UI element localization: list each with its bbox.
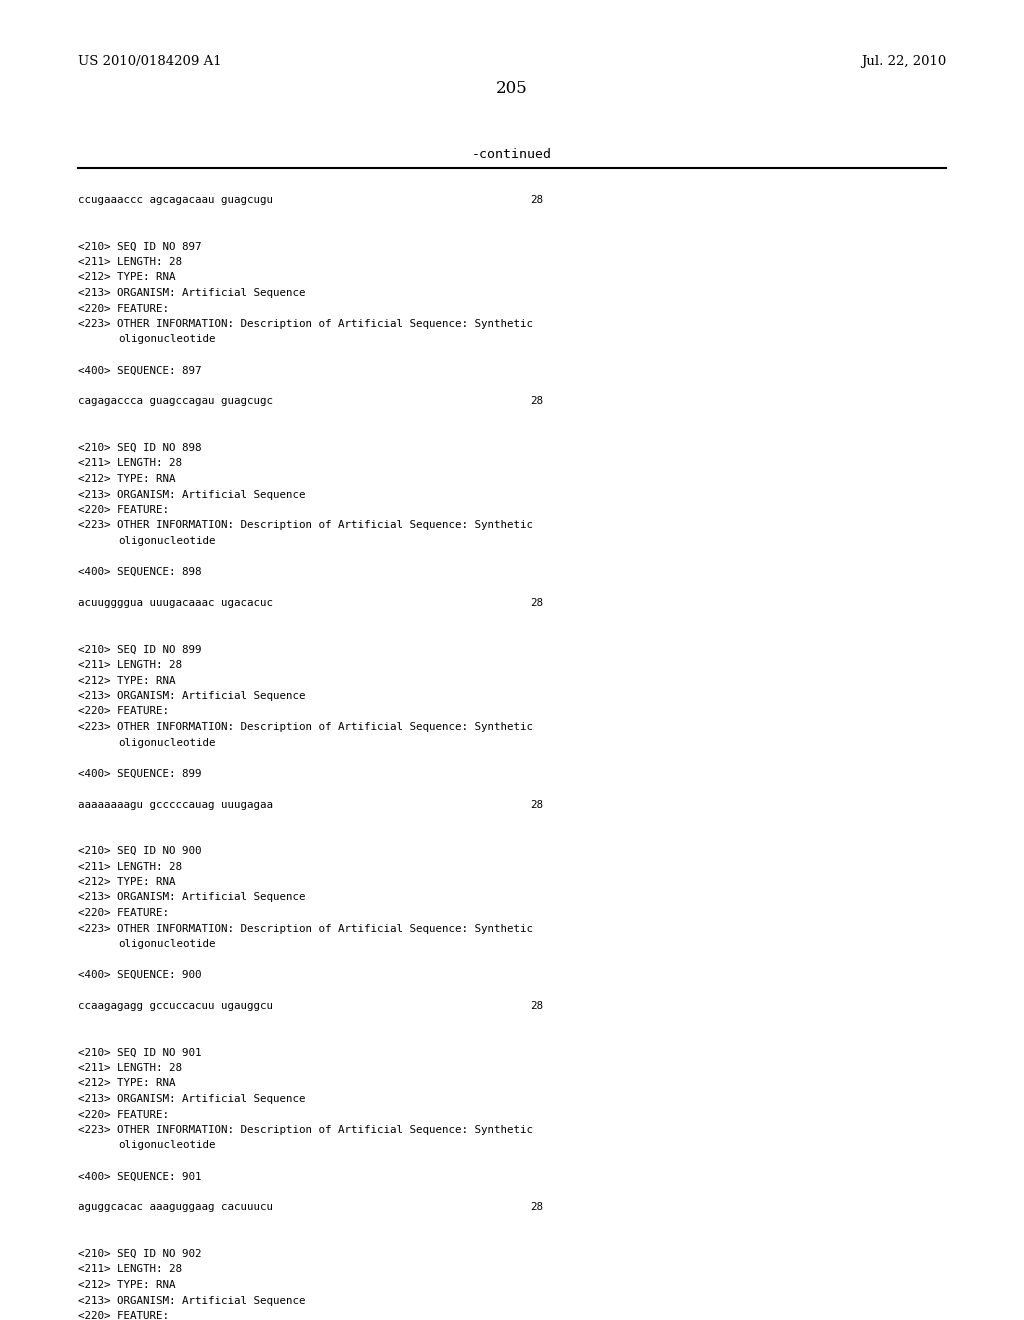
Text: <213> ORGANISM: Artificial Sequence: <213> ORGANISM: Artificial Sequence xyxy=(78,892,305,903)
Text: <223> OTHER INFORMATION: Description of Artificial Sequence: Synthetic: <223> OTHER INFORMATION: Description of … xyxy=(78,520,534,531)
Text: <212> TYPE: RNA: <212> TYPE: RNA xyxy=(78,676,175,685)
Text: acuuggggua uuugacaaac ugacacuc: acuuggggua uuugacaaac ugacacuc xyxy=(78,598,273,609)
Text: <211> LENGTH: 28: <211> LENGTH: 28 xyxy=(78,257,182,267)
Text: -continued: -continued xyxy=(472,148,552,161)
Text: 28: 28 xyxy=(530,598,543,609)
Text: <211> LENGTH: 28: <211> LENGTH: 28 xyxy=(78,1265,182,1275)
Text: <210> SEQ ID NO 902: <210> SEQ ID NO 902 xyxy=(78,1249,202,1259)
Text: oligonucleotide: oligonucleotide xyxy=(118,738,215,747)
Text: cagagaccca guagccagau guagcugc: cagagaccca guagccagau guagcugc xyxy=(78,396,273,407)
Text: <213> ORGANISM: Artificial Sequence: <213> ORGANISM: Artificial Sequence xyxy=(78,490,305,499)
Text: oligonucleotide: oligonucleotide xyxy=(118,536,215,546)
Text: aguggcacac aaaguggaag cacuuucu: aguggcacac aaaguggaag cacuuucu xyxy=(78,1203,273,1213)
Text: 28: 28 xyxy=(530,396,543,407)
Text: Jul. 22, 2010: Jul. 22, 2010 xyxy=(861,55,946,69)
Text: <211> LENGTH: 28: <211> LENGTH: 28 xyxy=(78,660,182,671)
Text: ccaagagagg gccuccacuu ugauggcu: ccaagagagg gccuccacuu ugauggcu xyxy=(78,1001,273,1011)
Text: <220> FEATURE:: <220> FEATURE: xyxy=(78,706,169,717)
Text: <213> ORGANISM: Artificial Sequence: <213> ORGANISM: Artificial Sequence xyxy=(78,690,305,701)
Text: US 2010/0184209 A1: US 2010/0184209 A1 xyxy=(78,55,221,69)
Text: <211> LENGTH: 28: <211> LENGTH: 28 xyxy=(78,1063,182,1073)
Text: 28: 28 xyxy=(530,800,543,809)
Text: <223> OTHER INFORMATION: Description of Artificial Sequence: Synthetic: <223> OTHER INFORMATION: Description of … xyxy=(78,722,534,733)
Text: <210> SEQ ID NO 898: <210> SEQ ID NO 898 xyxy=(78,444,202,453)
Text: oligonucleotide: oligonucleotide xyxy=(118,334,215,345)
Text: <213> ORGANISM: Artificial Sequence: <213> ORGANISM: Artificial Sequence xyxy=(78,1295,305,1305)
Text: <220> FEATURE:: <220> FEATURE: xyxy=(78,304,169,314)
Text: <212> TYPE: RNA: <212> TYPE: RNA xyxy=(78,474,175,484)
Text: <212> TYPE: RNA: <212> TYPE: RNA xyxy=(78,1078,175,1089)
Text: <212> TYPE: RNA: <212> TYPE: RNA xyxy=(78,1280,175,1290)
Text: <211> LENGTH: 28: <211> LENGTH: 28 xyxy=(78,862,182,871)
Text: <220> FEATURE:: <220> FEATURE: xyxy=(78,506,169,515)
Text: 28: 28 xyxy=(530,195,543,205)
Text: <400> SEQUENCE: 901: <400> SEQUENCE: 901 xyxy=(78,1172,202,1181)
Text: <213> ORGANISM: Artificial Sequence: <213> ORGANISM: Artificial Sequence xyxy=(78,1094,305,1104)
Text: aaaaaaaagu gcccccauag uuugagaa: aaaaaaaagu gcccccauag uuugagaa xyxy=(78,800,273,809)
Text: ccugaaaccc agcagacaau guagcugu: ccugaaaccc agcagacaau guagcugu xyxy=(78,195,273,205)
Text: <400> SEQUENCE: 899: <400> SEQUENCE: 899 xyxy=(78,768,202,779)
Text: <400> SEQUENCE: 900: <400> SEQUENCE: 900 xyxy=(78,970,202,979)
Text: 28: 28 xyxy=(530,1203,543,1213)
Text: <220> FEATURE:: <220> FEATURE: xyxy=(78,1311,169,1320)
Text: <400> SEQUENCE: 898: <400> SEQUENCE: 898 xyxy=(78,568,202,577)
Text: <400> SEQUENCE: 897: <400> SEQUENCE: 897 xyxy=(78,366,202,375)
Text: <210> SEQ ID NO 899: <210> SEQ ID NO 899 xyxy=(78,644,202,655)
Text: 205: 205 xyxy=(496,81,528,96)
Text: oligonucleotide: oligonucleotide xyxy=(118,939,215,949)
Text: <220> FEATURE:: <220> FEATURE: xyxy=(78,1110,169,1119)
Text: <212> TYPE: RNA: <212> TYPE: RNA xyxy=(78,876,175,887)
Text: <223> OTHER INFORMATION: Description of Artificial Sequence: Synthetic: <223> OTHER INFORMATION: Description of … xyxy=(78,319,534,329)
Text: oligonucleotide: oligonucleotide xyxy=(118,1140,215,1151)
Text: <210> SEQ ID NO 900: <210> SEQ ID NO 900 xyxy=(78,846,202,855)
Text: <211> LENGTH: 28: <211> LENGTH: 28 xyxy=(78,458,182,469)
Text: <212> TYPE: RNA: <212> TYPE: RNA xyxy=(78,272,175,282)
Text: <220> FEATURE:: <220> FEATURE: xyxy=(78,908,169,917)
Text: <223> OTHER INFORMATION: Description of Artificial Sequence: Synthetic: <223> OTHER INFORMATION: Description of … xyxy=(78,1125,534,1135)
Text: <210> SEQ ID NO 897: <210> SEQ ID NO 897 xyxy=(78,242,202,252)
Text: <210> SEQ ID NO 901: <210> SEQ ID NO 901 xyxy=(78,1048,202,1057)
Text: <223> OTHER INFORMATION: Description of Artificial Sequence: Synthetic: <223> OTHER INFORMATION: Description of … xyxy=(78,924,534,933)
Text: <213> ORGANISM: Artificial Sequence: <213> ORGANISM: Artificial Sequence xyxy=(78,288,305,298)
Text: 28: 28 xyxy=(530,1001,543,1011)
